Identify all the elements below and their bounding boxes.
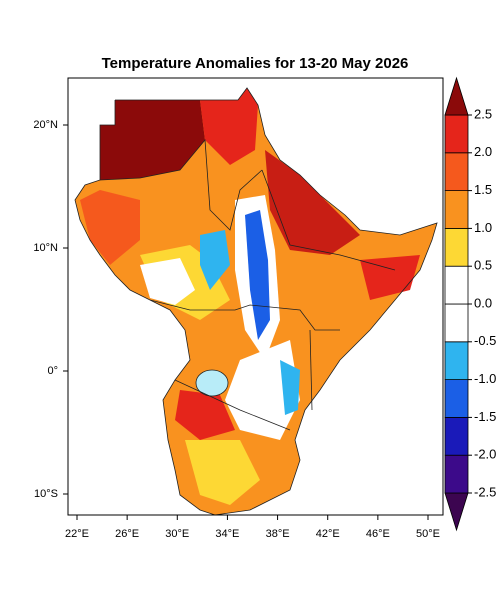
hot-patch (100, 100, 205, 180)
hot-patch (175, 390, 235, 440)
mild-patch (185, 440, 260, 505)
country-border (99, 138, 263, 231)
colorbar-bin (444, 265, 469, 305)
y-tick-label: 10°N (33, 242, 58, 254)
colorbar-tick-label: 2.0 (474, 144, 492, 159)
colorbar-tick-label: -2.5 (474, 484, 496, 499)
colorbar-bin (444, 379, 469, 418)
colorbar-tick-label: 1.5 (474, 182, 492, 197)
x-tick-label: 50°E (416, 528, 440, 540)
cool-patch (280, 360, 300, 415)
y-tick-label: 10°S (34, 488, 58, 500)
hot-patch (360, 255, 420, 300)
colorbar-bin (444, 454, 469, 494)
x-tick-label: 34°E (215, 528, 239, 540)
hot-patch (265, 150, 360, 255)
colorbar-tick-label: -1.5 (474, 409, 496, 424)
colorbar-tick-label: -1.0 (474, 371, 496, 386)
colorbar-tick-label: 1.0 (474, 220, 492, 235)
y-tick-label: 20°N (33, 119, 58, 131)
y-tick-label: 0° (47, 365, 58, 377)
colorbar-tick-label: 2.5 (474, 106, 492, 121)
colorbar-tick-label: 0.5 (474, 258, 492, 273)
colorbar-bin (444, 190, 469, 229)
hot-patch (200, 88, 258, 165)
cool-patch (245, 210, 270, 340)
colorbar-bin (444, 152, 469, 192)
colorbar-bin (444, 227, 469, 267)
map-field (74, 87, 438, 516)
hot-patch (80, 190, 140, 265)
colorbar-bin (444, 303, 469, 343)
colorbar-bin (444, 416, 469, 456)
country-border (149, 299, 340, 331)
colorbar-extension (444, 76, 469, 116)
country-border (309, 329, 313, 411)
country-border (261, 169, 396, 271)
country-border (74, 87, 438, 516)
x-tick-label: 30°E (165, 528, 189, 540)
x-tick-label: 26°E (115, 528, 139, 540)
colorbar-tick-label: 0.0 (474, 295, 492, 310)
neutral-patch (140, 258, 195, 305)
lake (195, 369, 229, 397)
colorbar-bin (444, 341, 469, 380)
colorbar-extension (444, 492, 469, 532)
x-tick-label: 46°E (366, 528, 390, 540)
x-tick-label: 38°E (266, 528, 290, 540)
colorbar-tick-label: -2.0 (474, 447, 496, 462)
colorbar-bin (444, 114, 469, 154)
x-tick-label: 42°E (316, 528, 340, 540)
country-border (174, 379, 291, 431)
cool-patch (200, 230, 230, 290)
x-tick-label: 22°E (65, 528, 89, 540)
map-frame (67, 77, 444, 516)
colorbar-tick-label: -0.5 (474, 333, 496, 348)
map-title: Temperature Anomalies for 13-20 May 2026 (102, 55, 409, 72)
